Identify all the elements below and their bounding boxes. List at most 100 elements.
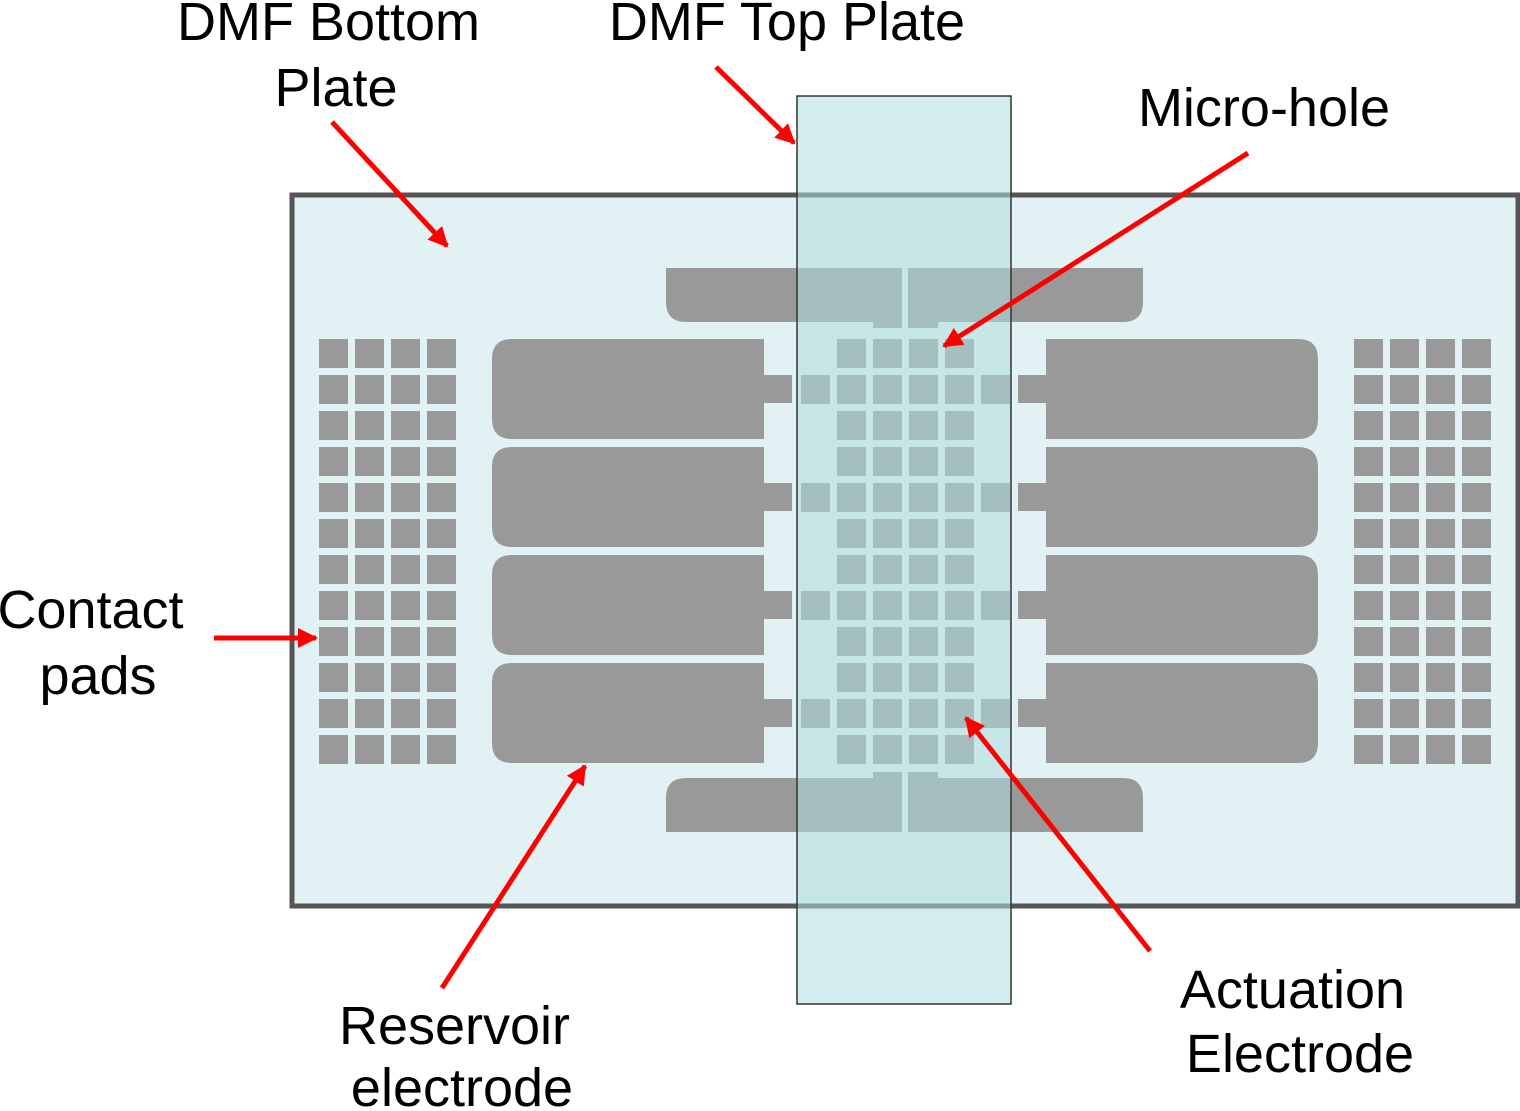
contact-pad: [1390, 375, 1419, 404]
reservoir-electrode-right: [1018, 663, 1318, 763]
top-plate-label: DMF Top Plate: [609, 0, 965, 52]
contact-pad: [319, 699, 348, 728]
contact-pad: [1462, 663, 1491, 692]
reservoir-electrode-right: [1018, 555, 1318, 655]
contact-pad: [319, 483, 348, 512]
contact-pad: [391, 591, 420, 620]
contact-pad: [427, 411, 456, 440]
contact-pad: [427, 519, 456, 548]
contact-pad: [1354, 663, 1383, 692]
contact-pad: [1354, 699, 1383, 728]
contact-pad: [391, 483, 420, 512]
contact-pad: [1462, 591, 1491, 620]
contact-pad: [1354, 483, 1383, 512]
contact-pad: [427, 591, 456, 620]
contact-pad: [1426, 735, 1455, 764]
contact-pads-label: Contact pads: [0, 580, 199, 706]
bottom-plate-label: DMF Bottom Plate: [177, 0, 495, 118]
actuation-arrow: [964, 716, 1152, 953]
reservoir-electrode-right: [1018, 339, 1318, 439]
contact-pad: [1354, 411, 1383, 440]
contact-pad: [319, 735, 348, 764]
contact-pad: [391, 735, 420, 764]
contact-pad: [319, 519, 348, 548]
contact-pad: [391, 447, 420, 476]
contact-pad: [1390, 735, 1419, 764]
contact-pad: [319, 555, 348, 584]
contact-pad: [1426, 699, 1455, 728]
contact-pad: [1426, 411, 1455, 440]
reservoir-electrode-left: [492, 555, 792, 655]
contact-pad: [1426, 447, 1455, 476]
reservoir-electrode-left: [492, 663, 792, 763]
contact-pad: [427, 735, 456, 764]
contact-pad: [427, 663, 456, 692]
contact-pad: [1390, 411, 1419, 440]
contact-pad: [319, 411, 348, 440]
micro-hole-arrow: [942, 150, 1250, 349]
contact-pad: [1390, 483, 1419, 512]
contact-pad: [355, 483, 384, 512]
contact-pad: [355, 555, 384, 584]
contact-pad: [427, 339, 456, 368]
contact-pad: [355, 375, 384, 404]
contact-pad: [427, 627, 456, 656]
contact-pad: [355, 519, 384, 548]
contact-pad: [1462, 627, 1491, 656]
contact-pad: [427, 483, 456, 512]
reservoir-label: Reservoir electrode: [339, 996, 585, 1111]
contact-pad: [1426, 339, 1455, 368]
contact-pad: [1462, 555, 1491, 584]
contact-pad: [319, 447, 348, 476]
dmf-top-plate: [796, 95, 1012, 1005]
contact-pad: [355, 663, 384, 692]
contact-pad: [1354, 375, 1383, 404]
contact-pad: [1390, 555, 1419, 584]
contact-pad: [1462, 699, 1491, 728]
contact-pad: [427, 555, 456, 584]
contact-pad: [391, 519, 420, 548]
contact-pad: [427, 447, 456, 476]
contact-pad: [1354, 555, 1383, 584]
contact-pad: [1462, 483, 1491, 512]
contact-pads-left: [319, 339, 456, 764]
contact-pad: [391, 555, 420, 584]
contact-pad: [1390, 519, 1419, 548]
contact-pad: [319, 375, 348, 404]
contact-pad: [1354, 591, 1383, 620]
contact-pad: [1426, 627, 1455, 656]
contact-pad: [1426, 483, 1455, 512]
contact-pad: [1390, 627, 1419, 656]
contact-pad: [1462, 519, 1491, 548]
contact-pad: [1354, 627, 1383, 656]
contact-pad: [1390, 699, 1419, 728]
contact-pad: [391, 339, 420, 368]
contact-pad: [1390, 663, 1419, 692]
contact-pad: [391, 627, 420, 656]
contact-pad: [1354, 735, 1383, 764]
reservoir-arrow: [439, 764, 588, 990]
contact-pad: [1426, 555, 1455, 584]
contact-pads-right: [1354, 339, 1491, 764]
contact-pad: [355, 591, 384, 620]
contact-pad: [355, 627, 384, 656]
contact-pad: [427, 699, 456, 728]
contact-pad: [1390, 339, 1419, 368]
contact-pad: [1462, 447, 1491, 476]
contact-pad: [355, 411, 384, 440]
contact-pad: [427, 375, 456, 404]
contact-pad: [1426, 375, 1455, 404]
contact-pad: [1426, 663, 1455, 692]
contact-pad: [355, 447, 384, 476]
annotation-arrows: [214, 65, 1250, 990]
contact-pad: [319, 339, 348, 368]
contact-pad: [391, 699, 420, 728]
contact-pad: [355, 735, 384, 764]
contact-pad: [1462, 375, 1491, 404]
contact-pad: [391, 375, 420, 404]
contact-pad: [1390, 447, 1419, 476]
contact-pad: [1462, 339, 1491, 368]
contact-pad: [391, 663, 420, 692]
reservoir-electrodes: [492, 339, 1318, 763]
